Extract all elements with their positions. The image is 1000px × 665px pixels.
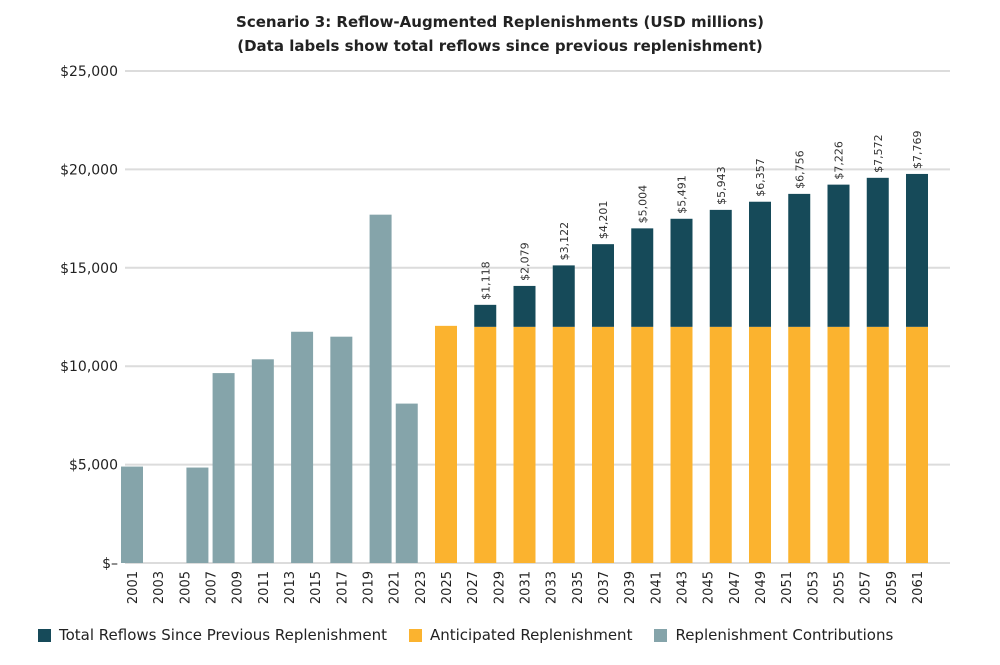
- data-label: $7,226: [833, 141, 846, 180]
- data-label: $1,118: [479, 261, 492, 300]
- x-tick-label: 2031: [519, 571, 534, 604]
- x-tick-label: 2035: [571, 571, 586, 604]
- x-tick-label: 2027: [466, 571, 481, 604]
- x-tick-label: 2059: [885, 571, 900, 604]
- x-tick-label: 2055: [833, 571, 848, 604]
- legend-item-contributions: Replenishment Contributions: [654, 626, 893, 644]
- bar: [592, 326, 614, 563]
- data-label: $7,769: [911, 130, 924, 169]
- x-tick-label: 2061: [911, 571, 926, 604]
- y-tick-label: $20,000: [60, 162, 118, 178]
- legend-item-reflows: Total Reflows Since Previous Replenishme…: [38, 626, 387, 644]
- data-label: $6,357: [754, 158, 767, 197]
- bar: [709, 209, 732, 327]
- x-tick-label: 2017: [335, 571, 350, 604]
- x-tick-label: 2011: [257, 571, 272, 604]
- chart-subtitle: (Data labels show total reflows since pr…: [237, 37, 763, 55]
- x-tick-label: 2003: [152, 571, 167, 604]
- x-tick-label: 2051: [780, 571, 795, 604]
- x-tick-label: 2041: [649, 571, 664, 604]
- x-tick-label: 2037: [597, 571, 612, 604]
- bar: [749, 326, 771, 563]
- data-label: $2,079: [519, 242, 532, 281]
- bar: [552, 326, 575, 563]
- data-label: $3,122: [558, 222, 571, 261]
- bar: [552, 265, 575, 327]
- bar: [788, 193, 811, 327]
- bar: [435, 325, 457, 563]
- bar: [631, 326, 654, 563]
- bar: [395, 403, 418, 563]
- x-tick-label: 2007: [205, 571, 220, 604]
- legend-swatch: [408, 628, 422, 642]
- data-label: $5,004: [636, 185, 649, 224]
- legend-swatch: [38, 628, 51, 642]
- bar: [513, 285, 536, 327]
- x-tick-label: 2049: [754, 571, 769, 604]
- bar: [474, 326, 497, 563]
- bar: [212, 373, 235, 563]
- x-tick-label: 2023: [414, 571, 429, 604]
- bar: [670, 326, 693, 563]
- legend-label: Total Reflows Since Previous Replenishme…: [59, 626, 387, 644]
- x-tick-label: 2029: [492, 571, 507, 604]
- x-tick-label: 2013: [283, 571, 298, 604]
- data-label: $5,491: [676, 175, 689, 214]
- bar: [251, 359, 274, 563]
- bar: [369, 214, 392, 563]
- bar: [788, 326, 811, 563]
- bar: [121, 466, 143, 563]
- bar: [866, 326, 889, 563]
- bar: [827, 184, 850, 327]
- data-label: $6,756: [793, 150, 806, 189]
- bar: [906, 326, 928, 563]
- bar: [513, 326, 536, 563]
- y-tick-label: $5,000: [69, 458, 118, 474]
- bar: [592, 244, 614, 327]
- x-tick-label: 2005: [178, 571, 193, 604]
- chart-title: Scenario 3: Reflow-Augmented Replenishme…: [236, 13, 764, 31]
- y-tick-label: $–: [102, 556, 118, 572]
- y-tick-label: $10,000: [60, 359, 118, 375]
- x-tick-label: 2015: [309, 571, 324, 604]
- y-tick-label: $15,000: [60, 261, 118, 277]
- x-tick-label: 2057: [859, 571, 874, 604]
- x-tick-label: 2025: [440, 571, 455, 604]
- legend: Total Reflows Since Previous Replenishme…: [38, 626, 893, 644]
- data-label: $4,201: [597, 201, 610, 240]
- bar: [670, 218, 693, 327]
- data-label: $7,572: [872, 134, 885, 173]
- x-tick-label: 2009: [231, 571, 246, 604]
- legend-item-anticipated: Anticipated Replenishment: [408, 626, 633, 644]
- x-tick-label: 2045: [702, 571, 717, 604]
- data-label: $5,943: [715, 166, 728, 205]
- bar: [474, 304, 497, 327]
- y-tick-label: $25,000: [60, 64, 118, 80]
- x-tick-label: 2033: [545, 571, 560, 604]
- x-tick-label: 2001: [126, 571, 141, 604]
- legend-label: Replenishment Contributions: [675, 626, 894, 644]
- x-tick-label: 2053: [806, 571, 821, 604]
- legend-swatch: [654, 628, 668, 642]
- bar: [749, 201, 771, 327]
- bar: [186, 467, 209, 563]
- bar: [906, 173, 928, 327]
- bar: [827, 326, 850, 563]
- x-tick-label: 2039: [623, 571, 638, 604]
- bar: [291, 331, 314, 563]
- x-tick-label: 2019: [362, 571, 377, 604]
- x-tick-label: 2047: [728, 571, 743, 604]
- bar: [709, 326, 732, 563]
- bar: [631, 228, 654, 327]
- x-tick-label: 2021: [388, 571, 403, 604]
- x-tick-label: 2043: [676, 571, 691, 604]
- bar: [330, 336, 353, 563]
- bar: [866, 177, 889, 327]
- legend-label: Anticipated Replenishment: [429, 626, 633, 644]
